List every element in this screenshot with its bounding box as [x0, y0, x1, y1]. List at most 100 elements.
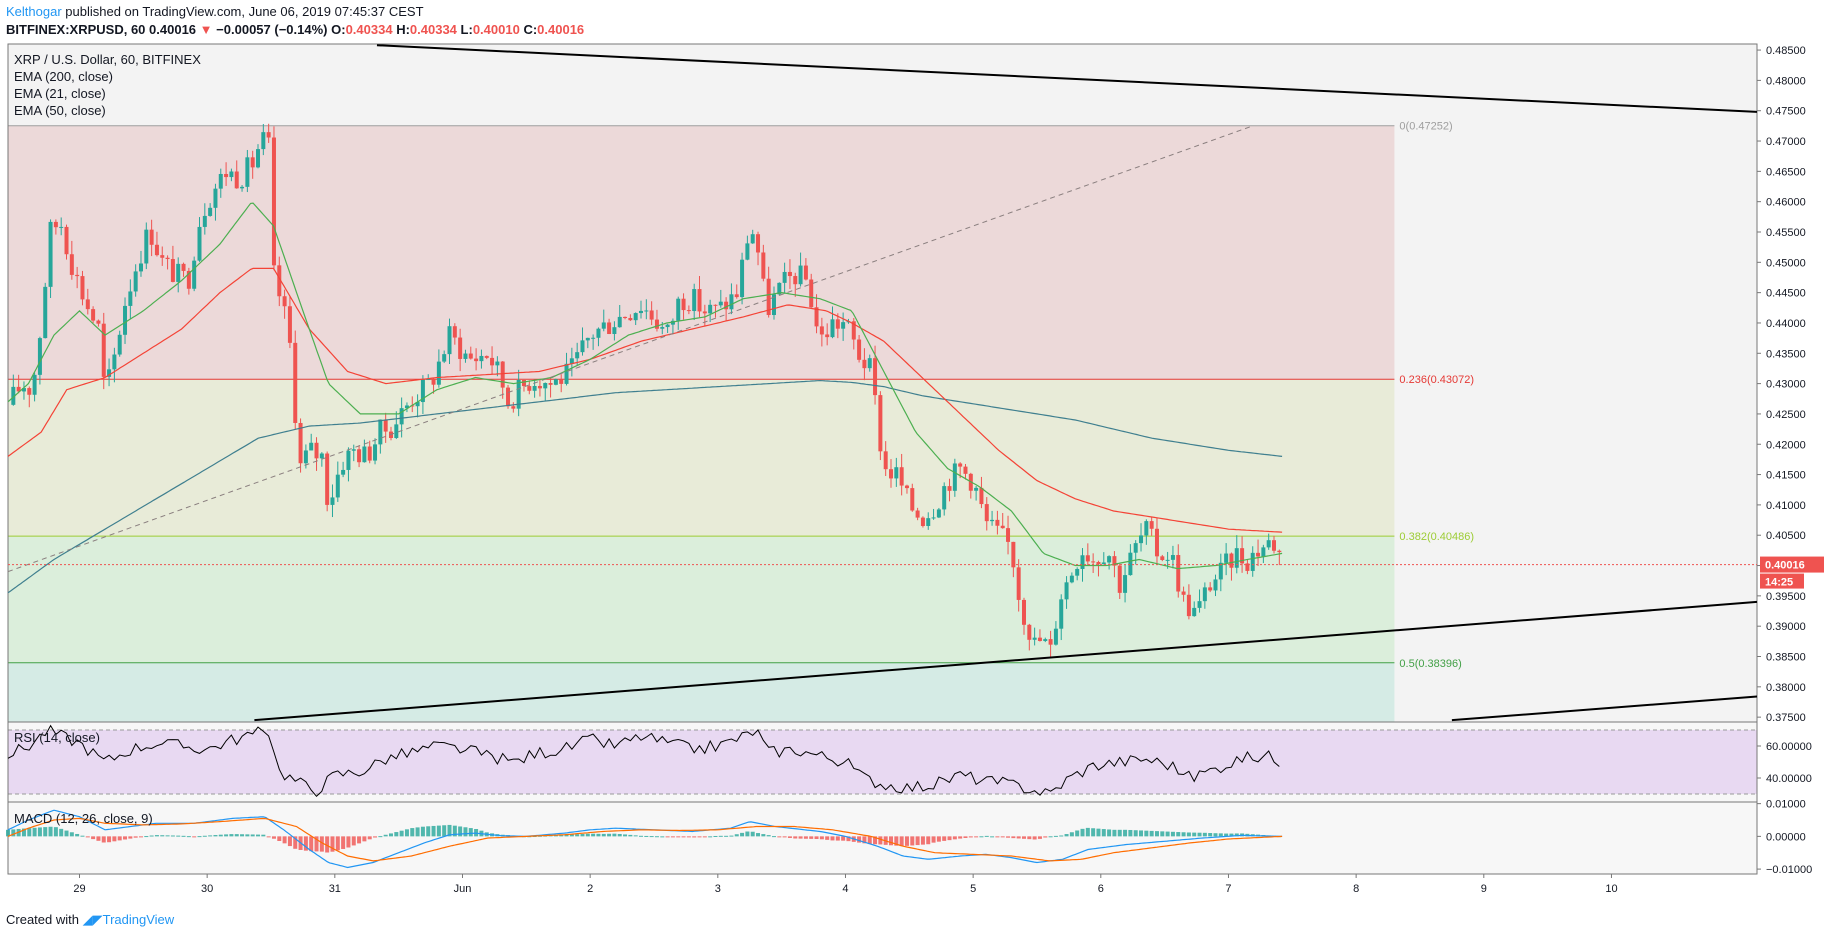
- macd-hist-bar: [899, 836, 904, 847]
- candle-body: [394, 424, 399, 439]
- candle-body: [351, 449, 356, 451]
- time-tick-label-0: 29: [73, 883, 85, 895]
- macd-hist-bar: [1080, 828, 1085, 837]
- price-tick-label-13: 0.42000: [1766, 439, 1806, 451]
- candle-body: [80, 276, 85, 300]
- candle-body: [559, 379, 564, 384]
- ema21-line: [7, 202, 1283, 570]
- macd-hist-bar: [234, 834, 239, 837]
- candle-body: [277, 265, 282, 297]
- tradingview-link[interactable]: TradingView: [102, 912, 175, 927]
- candle-body: [894, 467, 899, 479]
- candle-body: [580, 340, 585, 353]
- price-tick-label-16: 0.40500: [1766, 530, 1806, 542]
- last-price-value: 0.40016: [149, 22, 197, 37]
- candle-body: [1069, 575, 1074, 583]
- macd-hist-bar: [734, 834, 739, 837]
- macd-hist-bar: [857, 836, 862, 843]
- candle-body: [1133, 543, 1138, 553]
- candle-body: [367, 446, 372, 461]
- candle-body: [149, 229, 154, 245]
- candle-body: [1256, 552, 1261, 557]
- candle-body: [628, 318, 633, 321]
- candle-body: [426, 379, 431, 381]
- macd-hist-bar: [1064, 834, 1069, 837]
- ema50-line: [7, 267, 1283, 533]
- candle-body: [990, 519, 995, 522]
- macd-hist-bar: [213, 835, 218, 837]
- macd-hist-bar: [569, 834, 574, 837]
- candle-body: [1080, 555, 1085, 569]
- macd-hist-bar: [670, 836, 675, 838]
- macd-hist-bar: [819, 836, 824, 840]
- candle-body: [319, 453, 324, 459]
- macd-hist-bar: [862, 836, 867, 844]
- candle-body: [506, 387, 511, 407]
- candle-body: [415, 402, 420, 407]
- macd-tick-label-0: 0.01000: [1766, 799, 1806, 811]
- macd-hist-bar: [601, 833, 606, 837]
- macd-hist-bar: [1213, 833, 1218, 837]
- macd-hist-bar: [75, 833, 80, 837]
- high-value: 0.40334: [409, 22, 457, 37]
- ohlc-info: BITFINEX:XRPUSD, 60 0.40016 ▼ −0.00057 (…: [6, 22, 584, 37]
- price-tick-label-3: 0.47000: [1766, 136, 1806, 148]
- candle-body: [958, 463, 963, 467]
- macd-hist-bar: [1197, 832, 1202, 837]
- candle-body: [282, 296, 287, 307]
- candle-body: [777, 282, 782, 295]
- macd-hist-bar: [404, 829, 409, 837]
- candle-body: [91, 309, 96, 321]
- candle-body: [702, 311, 707, 314]
- candle-body: [1277, 550, 1282, 553]
- macd-hist-bar: [138, 836, 143, 838]
- candle-body: [1218, 562, 1223, 580]
- macd-hist-bar: [1139, 830, 1144, 837]
- macd-hist-bar: [32, 827, 37, 837]
- macd-tick-label-2: −0.01000: [1766, 864, 1812, 876]
- candle-body: [335, 474, 340, 498]
- author-link[interactable]: Kelthogar: [6, 4, 62, 19]
- candle-body: [1224, 553, 1229, 563]
- rsi-band: [8, 730, 1757, 794]
- macd-hist-bar: [1107, 829, 1112, 837]
- candle-body: [48, 221, 53, 287]
- macd-hist-bar: [628, 834, 633, 837]
- macd-hist-bar: [53, 827, 58, 837]
- macd-hist-bar: [697, 836, 702, 838]
- candle-body: [85, 299, 90, 310]
- rsi-legend: RSI (14, close): [14, 730, 100, 745]
- candle-body: [756, 234, 761, 253]
- candle-body: [1107, 556, 1112, 563]
- macd-hist-bar: [1144, 830, 1149, 837]
- trendline-0: [376, 44, 1758, 113]
- macd-hist-bar: [894, 836, 899, 846]
- macd-hist-bar: [740, 832, 745, 837]
- candle-body: [123, 305, 128, 335]
- candle-body: [952, 463, 957, 491]
- macd-hist-bar: [149, 835, 154, 837]
- candle-body: [639, 310, 644, 314]
- macd-hist-bar: [309, 836, 314, 852]
- macd-hist-bar: [585, 833, 590, 837]
- price-tick-label-9: 0.44000: [1766, 318, 1806, 330]
- macd-hist-bar: [803, 836, 808, 839]
- macd-hist-bar: [580, 833, 585, 837]
- candle-body: [1032, 637, 1037, 640]
- candle-body: [766, 278, 771, 316]
- macd-hist-bar: [378, 836, 383, 838]
- macd-hist-bar: [1170, 831, 1175, 837]
- macd-hist-bar: [612, 833, 617, 837]
- macd-hist-bar: [1224, 833, 1229, 837]
- macd-hist-bar: [958, 836, 963, 839]
- macd-hist-bar: [665, 836, 670, 838]
- candle-body: [197, 226, 202, 261]
- macd-hist-bar: [373, 836, 378, 838]
- candle-body: [1245, 563, 1250, 571]
- candle-body: [1011, 541, 1016, 568]
- candle-body: [261, 132, 266, 150]
- macd-hist-bar: [362, 836, 367, 842]
- candle-body: [835, 319, 840, 329]
- candle-body: [128, 291, 133, 306]
